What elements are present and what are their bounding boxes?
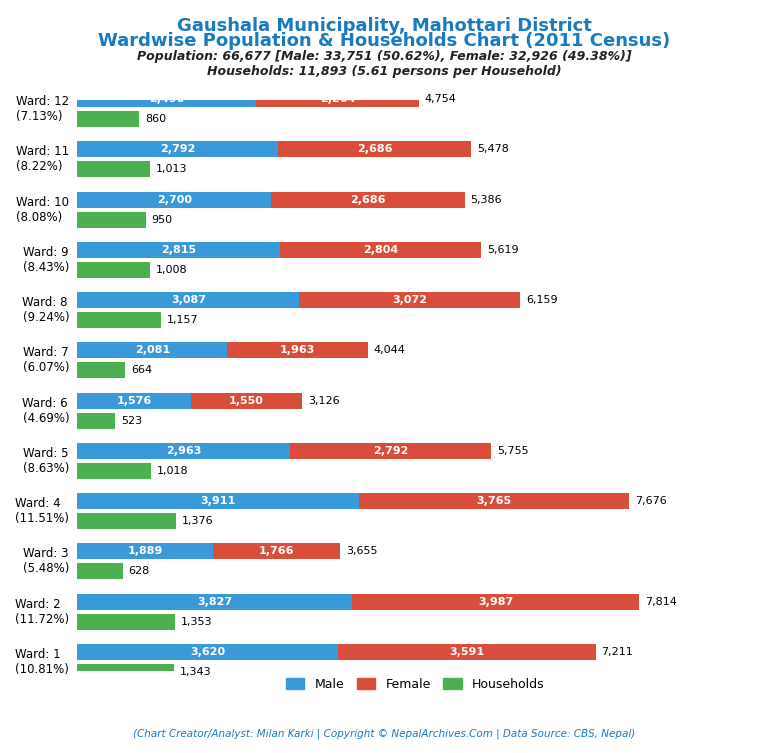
Bar [78, 563, 123, 580]
Text: 7,211: 7,211 [601, 647, 633, 657]
Bar [78, 292, 300, 308]
Text: 7,814: 7,814 [645, 596, 677, 607]
Text: 2,490: 2,490 [149, 94, 184, 104]
Bar [78, 343, 227, 358]
Bar [338, 644, 596, 660]
Text: Gaushala Municipality, Mahottari District: Gaushala Municipality, Mahottari Distric… [177, 17, 591, 35]
Text: 1,018: 1,018 [157, 466, 188, 476]
Text: 2,792: 2,792 [160, 145, 196, 154]
Text: 5,619: 5,619 [487, 245, 518, 255]
Text: 6,159: 6,159 [526, 295, 558, 305]
Bar [257, 91, 419, 107]
Text: 523: 523 [121, 416, 142, 425]
Text: 1,889: 1,889 [127, 547, 163, 556]
Bar [78, 413, 115, 428]
Text: 4,754: 4,754 [425, 94, 457, 104]
Bar [353, 593, 639, 610]
Bar [78, 493, 359, 509]
Bar [227, 343, 368, 358]
Bar [78, 664, 174, 680]
Text: 2,081: 2,081 [134, 346, 170, 355]
Text: 4,044: 4,044 [374, 346, 406, 355]
Bar [78, 443, 290, 459]
Bar [78, 392, 190, 409]
Text: 5,755: 5,755 [497, 446, 528, 456]
Bar [359, 493, 629, 509]
Text: 3,620: 3,620 [190, 647, 225, 657]
Bar [78, 593, 353, 610]
Text: 3,655: 3,655 [346, 547, 377, 556]
Text: 860: 860 [145, 114, 166, 124]
Bar [78, 312, 161, 328]
Bar [78, 262, 150, 278]
Text: 2,963: 2,963 [166, 446, 202, 456]
Text: 2,815: 2,815 [161, 245, 196, 255]
Text: 1,353: 1,353 [180, 617, 212, 626]
Bar [280, 242, 482, 258]
Bar [78, 614, 174, 630]
Text: (Chart Creator/Analyst: Milan Karki | Copyright © NepalArchives.Com | Data Sourc: (Chart Creator/Analyst: Milan Karki | Co… [133, 729, 635, 739]
Text: 3,911: 3,911 [200, 496, 236, 506]
Text: 3,072: 3,072 [392, 295, 427, 305]
Text: 5,478: 5,478 [477, 145, 508, 154]
Text: Wardwise Population & Households Chart (2011 Census): Wardwise Population & Households Chart (… [98, 32, 670, 50]
Text: 2,700: 2,700 [157, 194, 192, 205]
Text: 1,576: 1,576 [117, 395, 152, 406]
Bar [290, 443, 491, 459]
Bar [78, 513, 177, 529]
Bar [78, 91, 257, 107]
Bar [78, 644, 338, 660]
Bar [272, 191, 465, 208]
Text: 7,676: 7,676 [635, 496, 667, 506]
Bar [78, 111, 139, 127]
Text: 1,766: 1,766 [259, 547, 294, 556]
Text: 1,157: 1,157 [167, 316, 198, 325]
Bar [78, 142, 278, 157]
Text: 2,792: 2,792 [373, 446, 409, 456]
Bar [78, 161, 151, 178]
Text: 3,591: 3,591 [449, 647, 484, 657]
Text: 3,087: 3,087 [171, 295, 206, 305]
Text: 3,987: 3,987 [478, 596, 513, 607]
Bar [190, 392, 302, 409]
Text: 2,686: 2,686 [350, 194, 386, 205]
Text: 664: 664 [131, 365, 152, 376]
Text: 1,008: 1,008 [156, 265, 187, 275]
Text: Population: 66,677 [Male: 33,751 (50.62%), Female: 32,926 (49.38%)]: Population: 66,677 [Male: 33,751 (50.62%… [137, 50, 631, 63]
Text: 2,686: 2,686 [357, 145, 392, 154]
Bar [214, 544, 340, 559]
Text: 3,827: 3,827 [197, 596, 233, 607]
Text: 1,376: 1,376 [182, 517, 214, 526]
Bar [78, 544, 214, 559]
Text: 1,013: 1,013 [156, 164, 187, 175]
Bar [278, 142, 471, 157]
Text: 1,550: 1,550 [229, 395, 264, 406]
Bar [300, 292, 520, 308]
Legend: Male, Female, Households: Male, Female, Households [281, 673, 550, 696]
Text: 1,343: 1,343 [180, 667, 211, 677]
Text: Households: 11,893 (5.61 persons per Household): Households: 11,893 (5.61 persons per Hou… [207, 65, 561, 78]
Text: 5,386: 5,386 [470, 194, 502, 205]
Bar [78, 463, 151, 479]
Text: 3,765: 3,765 [476, 496, 511, 506]
Text: 2,804: 2,804 [363, 245, 398, 255]
Text: 1,963: 1,963 [280, 346, 315, 355]
Bar [78, 191, 272, 208]
Text: 628: 628 [128, 566, 150, 577]
Bar [78, 362, 125, 379]
Bar [78, 242, 280, 258]
Text: 950: 950 [151, 215, 173, 224]
Text: 3,126: 3,126 [308, 395, 339, 406]
Text: 2,264: 2,264 [320, 94, 356, 104]
Bar [78, 212, 146, 227]
